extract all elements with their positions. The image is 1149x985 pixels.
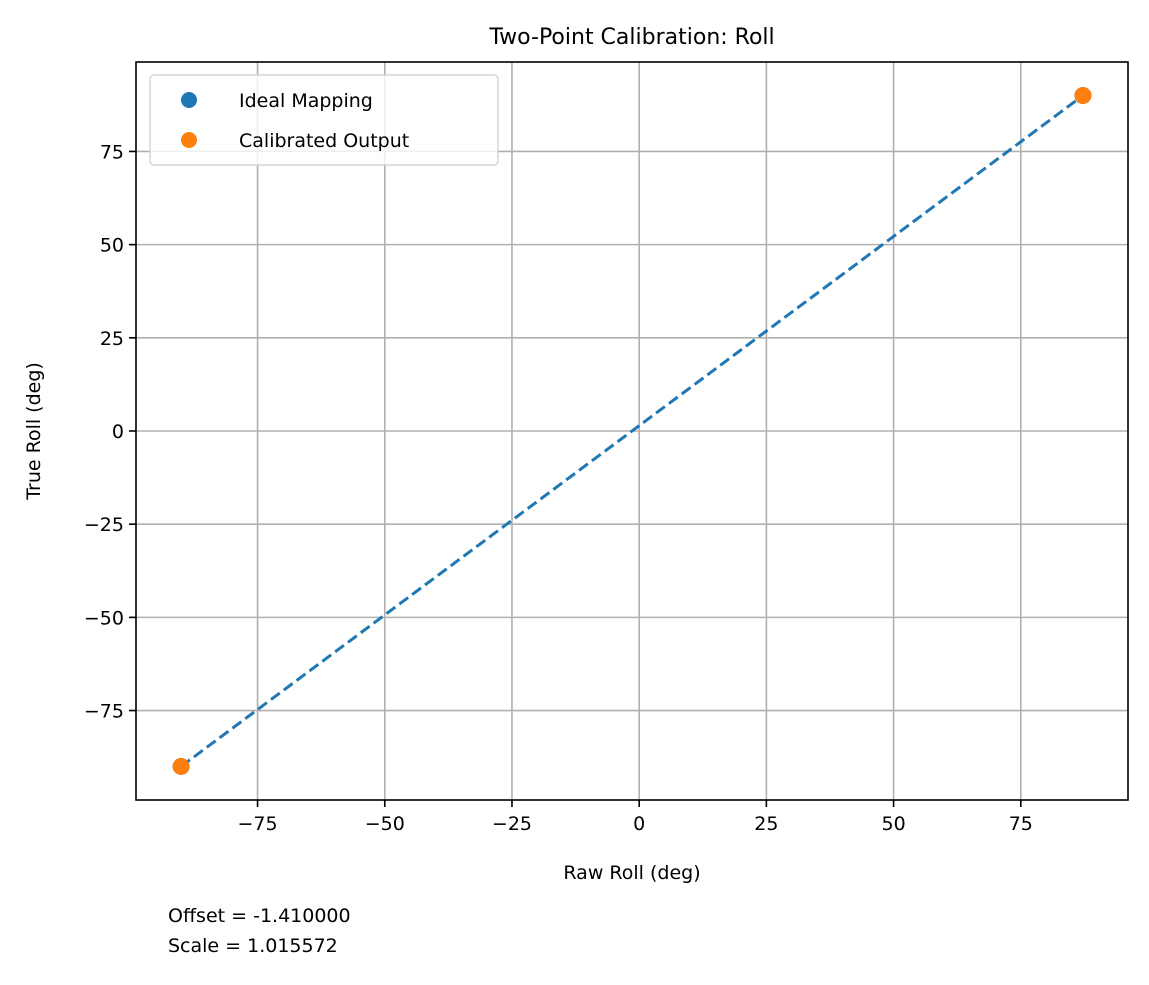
legend-marker-ideal (181, 92, 197, 108)
x-tick-label: −75 (238, 813, 278, 835)
y-tick-label: 0 (112, 421, 124, 443)
x-tick-label: 75 (1009, 813, 1033, 835)
y-tick-label: −25 (84, 514, 124, 536)
x-tick-label: −50 (365, 813, 405, 835)
y-tick-label: 50 (100, 235, 124, 257)
y-tick-label: −50 (84, 607, 124, 629)
x-axis-label: Raw Roll (deg) (563, 862, 700, 884)
x-tick-label: 0 (633, 813, 645, 835)
calibrated-output-point (172, 757, 190, 775)
calibrated-output-point (1074, 87, 1092, 105)
legend-label-ideal: Ideal Mapping (239, 90, 373, 112)
x-tick-label: 25 (754, 813, 778, 835)
x-tick-label: 50 (881, 813, 905, 835)
y-axis-label: True Roll (deg) (23, 362, 45, 501)
offset-annotation: Offset = -1.410000 (168, 905, 351, 927)
legend-marker-calibrated (181, 132, 197, 148)
legend-label-calibrated: Calibrated Output (239, 130, 409, 152)
y-tick-label: 75 (100, 141, 124, 163)
y-tick-label: 25 (100, 328, 124, 350)
x-tick-label: −25 (492, 813, 532, 835)
ideal-mapping-line (180, 94, 1084, 768)
chart-title: Two-Point Calibration: Roll (488, 25, 774, 50)
y-tick-label: −75 (84, 701, 124, 723)
scale-annotation: Scale = 1.015572 (168, 935, 338, 957)
legend: Ideal Mapping Calibrated Output (149, 74, 499, 166)
